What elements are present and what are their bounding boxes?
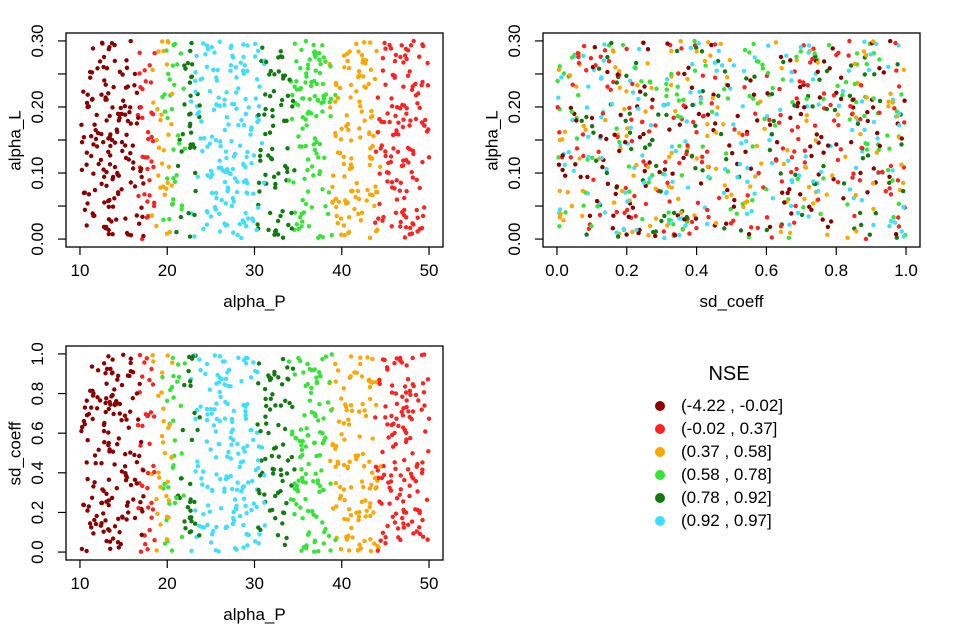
svg-text:0.4: 0.4 [28, 461, 47, 485]
legend-label: (0.58 , 0.78] [681, 464, 772, 484]
legend-label: (0.92 , 0.97] [681, 510, 772, 530]
svg-text:0.0: 0.0 [545, 261, 569, 280]
svg-text:0.8: 0.8 [824, 261, 848, 280]
svg-text:10: 10 [71, 574, 90, 593]
legend-title: NSE [708, 363, 750, 385]
svg-text:40: 40 [332, 261, 351, 280]
svg-text:0.4: 0.4 [685, 261, 709, 280]
x-axis-title: alpha_P [223, 292, 286, 311]
panel-alphaP-vs-sdcoeff: 10 20 30 40 50 0.0 0.2 0.4 0.6 0.8 1.0 alpha_P sd_… [0, 313, 477, 627]
legend-swatch-darkgreen-icon [655, 492, 665, 503]
svg-text:50: 50 [420, 574, 439, 593]
svg-text:50: 50 [420, 261, 439, 280]
svg-text:0.20: 0.20 [28, 90, 47, 123]
panel-sdcoeff-vs-alphaL: 0.0 0.2 0.4 0.6 0.8 1.0 0.00 0.10 0.20 0.30 sd_co… [477, 0, 954, 313]
scatter-plot-alphaP-vs-sdcoeff: 10 20 30 40 50 0.0 0.2 0.4 0.6 0.8 1.0 [28, 342, 444, 593]
svg-text:10: 10 [71, 261, 90, 280]
y-axis-title: alpha_L [482, 110, 502, 171]
legend-label: (-4.22 , -0.02] [681, 395, 784, 415]
legend-item: (0.37 , 0.58] [617, 440, 841, 463]
scatter-plot-sdcoeff-vs-alphaL: 0.0 0.2 0.4 0.6 0.8 1.0 0.00 0.10 0.20 0.30 [505, 24, 921, 280]
legend-item: (0.92 , 0.97] [617, 509, 841, 532]
svg-text:0.20: 0.20 [505, 90, 524, 123]
svg-text:0.2: 0.2 [615, 261, 639, 280]
legend-item: (0.58 , 0.78] [617, 463, 841, 486]
panel-alphaP-vs-alphaL: 10 20 30 40 50 0.00 0.10 0.20 0.30 alpha_P alpha… [0, 0, 477, 313]
svg-text:1.0: 1.0 [28, 342, 47, 366]
legend-item: (-4.22 , -0.02] [617, 394, 841, 417]
svg-text:0.6: 0.6 [755, 261, 779, 280]
nse-legend: NSE (-4.22 , -0.02] (-0.02 , 0.37] (0.37… [617, 359, 841, 532]
svg-text:0.10: 0.10 [28, 156, 47, 189]
svg-text:30: 30 [245, 574, 264, 593]
svg-text:0.8: 0.8 [28, 382, 47, 406]
scatter-plot-alphaP-vs-alphaL: 10 20 30 40 50 0.00 0.10 0.20 0.30 [28, 24, 444, 280]
panel-legend: NSE (-4.22 , -0.02] (-0.02 , 0.37] (0.37… [477, 313, 954, 627]
y-axis-title: sd_coeff [5, 421, 25, 486]
x-axis-title: sd_coeff [699, 292, 764, 311]
svg-text:0.2: 0.2 [28, 501, 47, 525]
svg-text:0.00: 0.00 [505, 223, 524, 256]
svg-text:1.0: 1.0 [894, 261, 918, 280]
legend-swatch-darkred-icon [655, 400, 665, 411]
svg-text:20: 20 [158, 261, 177, 280]
svg-text:0.00: 0.00 [28, 223, 47, 256]
svg-text:30: 30 [245, 261, 264, 280]
svg-text:40: 40 [332, 574, 351, 593]
legend-swatch-cyan-icon [655, 515, 665, 526]
legend-item: (-0.02 , 0.37] [617, 417, 841, 440]
svg-text:0.0: 0.0 [28, 540, 47, 564]
svg-text:0.30: 0.30 [28, 24, 47, 57]
svg-text:0.6: 0.6 [28, 421, 47, 445]
svg-text:0.10: 0.10 [505, 156, 524, 189]
svg-text:20: 20 [158, 574, 177, 593]
legend-swatch-orange-icon [655, 446, 665, 457]
y-axis-title: alpha_L [5, 110, 25, 171]
legend-swatch-red-icon [655, 423, 665, 434]
legend-label: (0.78 , 0.92] [681, 487, 772, 507]
legend-swatch-green-icon [655, 469, 665, 480]
x-axis-title: alpha_P [223, 605, 286, 624]
legend-label: (-0.02 , 0.37] [681, 418, 778, 438]
svg-text:0.30: 0.30 [505, 24, 524, 57]
legend-label: (0.37 , 0.58] [681, 441, 772, 461]
legend-item: (0.78 , 0.92] [617, 486, 841, 509]
